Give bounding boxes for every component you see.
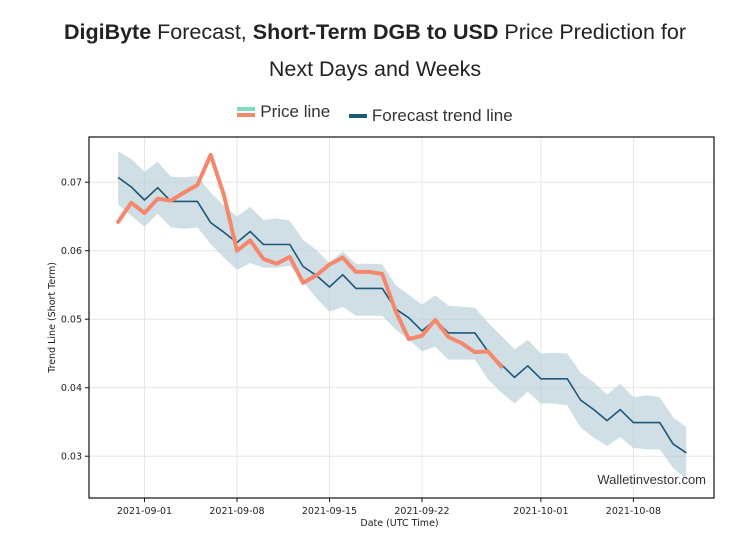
legend-item-trend[interactable]: Forecast trend line <box>348 106 513 126</box>
price-line-swatch-icon <box>237 106 256 118</box>
y-tick-label: 0.06 <box>61 246 82 257</box>
legend-item-price[interactable]: Price line <box>237 102 330 122</box>
x-tick-label: 2021-09-08 <box>209 506 264 517</box>
x-tick-label: 2021-09-15 <box>302 506 357 517</box>
x-tick-label: 2021-09-22 <box>394 506 449 517</box>
title-text-2: Price Prediction for <box>498 20 687 44</box>
x-axis-label: Date (UTC Time) <box>360 518 438 529</box>
title-pair: Short-Term DGB to USD <box>252 20 499 44</box>
title-coin: DigiByte <box>63 20 152 44</box>
title-text-1: Forecast, <box>151 20 253 44</box>
legend-label-trend: Forecast trend line <box>371 106 513 125</box>
y-axis-ticks: 0.03 0.04 0.05 0.06 0.07 <box>61 178 89 463</box>
x-tick-label: 2021-10-01 <box>513 506 568 517</box>
forecast-confidence-band <box>118 151 687 480</box>
watermark: Walletinvestor.com <box>597 472 706 487</box>
x-axis-ticks: 2021-09-01 2021-09-08 2021-09-15 2021-09-22… <box>117 498 661 517</box>
x-tick-label: 2021-10-08 <box>606 506 661 517</box>
chart-title: DigiByte Forecast, Short-Term DGB to USD… <box>0 14 750 88</box>
y-tick-label: 0.05 <box>61 315 82 326</box>
trend-line-swatch-icon <box>348 114 367 118</box>
y-axis-label: Trend Line (Short Term) <box>47 262 58 374</box>
title-line-2: Next Days and Weeks <box>268 57 482 81</box>
legend-label-price: Price line <box>260 102 331 121</box>
y-tick-label: 0.03 <box>61 452 82 463</box>
y-tick-label: 0.07 <box>61 178 82 189</box>
y-tick-label: 0.04 <box>61 383 82 394</box>
chart-legend: Price line Forecast trend line <box>0 102 750 126</box>
plot-frame <box>88 136 715 499</box>
x-tick-label: 2021-09-01 <box>117 506 172 517</box>
forecast-trend-line <box>117 176 687 454</box>
price-line <box>116 152 504 369</box>
